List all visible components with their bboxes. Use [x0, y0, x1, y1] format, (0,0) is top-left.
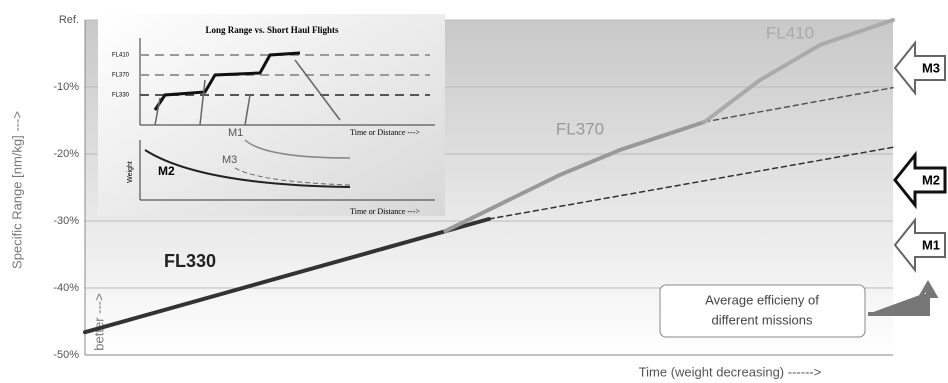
inset-level-label: FL410 — [112, 53, 130, 59]
annotation: Average efficieny of — [705, 292, 819, 307]
mission-label: M2 — [922, 172, 940, 187]
side-note: better ---> — [91, 293, 106, 350]
inset: Long Range vs. Short Haul Flights FL410 … — [98, 14, 445, 216]
inset-x-label: Time or Distance ---> — [350, 207, 420, 216]
x-axis-label: Time (weight decreasing) ------> — [639, 364, 822, 379]
y-tick-label: -40% — [53, 282, 79, 294]
inset-x-label: Time or Distance ---> — [350, 128, 420, 137]
inset-mission: M2 — [158, 164, 175, 178]
inset-level-label: FL330 — [112, 93, 130, 99]
series-label: FL330 — [164, 251, 216, 271]
y-axis-label: Specific Range [nm/kg] ---> — [9, 111, 24, 269]
series-label: FL410 — [766, 23, 814, 42]
y-tick-label: -30% — [53, 215, 79, 227]
mission-label: M3 — [922, 60, 940, 75]
mission-label: M1 — [922, 237, 940, 252]
inset-level-label: FL370 — [112, 73, 130, 79]
inset-mission: M1 — [228, 127, 243, 139]
series-label: FL370 — [556, 119, 604, 138]
annotation: different missions — [712, 312, 813, 327]
inset-mission: M3 — [222, 154, 237, 166]
y-tick-label: -20% — [53, 148, 79, 160]
y-tick-label: -10% — [53, 81, 79, 93]
inset-y-label: Weight — [127, 161, 134, 183]
inset-background — [98, 14, 445, 216]
chart: Specific Range [nm/kg] ---> better ---> … — [0, 0, 948, 383]
inset-title: Long Range vs. Short Haul Flights — [205, 25, 339, 35]
y-tick-label: -50% — [53, 349, 79, 361]
y-tick-label: Ref. — [59, 14, 79, 26]
